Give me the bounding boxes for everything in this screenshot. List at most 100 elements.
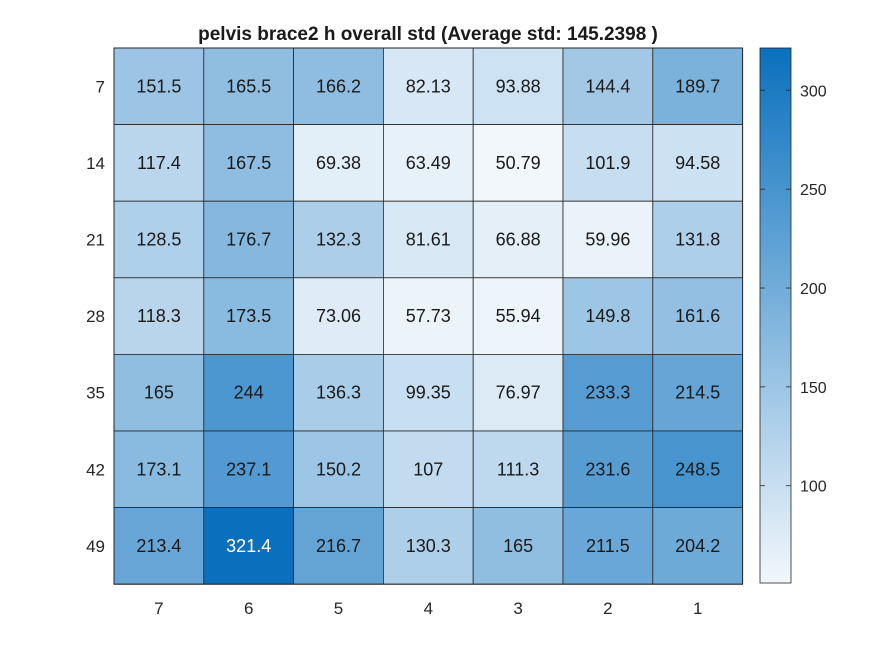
cell-value-label: 321.4	[226, 536, 271, 556]
x-tick-label: 4	[424, 599, 433, 618]
cell-value-label: 149.8	[585, 306, 630, 326]
cell-value-label: 204.2	[675, 536, 720, 556]
heatmap-cell	[293, 353, 384, 432]
colorbar-tick-label: 150	[800, 380, 827, 397]
cell-value-label: 81.61	[406, 230, 451, 250]
heatmap-cell	[293, 430, 384, 508]
cell-value-label: 233.3	[585, 383, 630, 403]
cell-value-label: 118.3	[137, 306, 181, 326]
heatmap-cell	[652, 277, 743, 355]
cell-value-label: 244	[234, 383, 264, 403]
cell-value-label: 73.06	[316, 306, 361, 326]
heatmap-cell	[652, 430, 743, 508]
cell-value-label: 55.94	[496, 306, 541, 326]
heatmap-cell	[113, 430, 205, 508]
cell-value-label: 150.2	[316, 459, 361, 479]
x-tick-label: 7	[154, 599, 163, 618]
cell-value-label: 165	[503, 536, 533, 556]
cell-value-label: 214.5	[675, 383, 720, 403]
cell-value-label: 69.38	[316, 153, 361, 173]
colorbar-tick-label: 300	[800, 83, 827, 100]
heatmap-cell	[113, 124, 205, 202]
cell-value-label: 136.3	[316, 383, 361, 403]
heatmap-cell	[113, 277, 205, 355]
cell-value-label: 82.13	[406, 76, 451, 96]
cell-value-label: 130.3	[406, 536, 451, 556]
heatmap-cell	[562, 277, 654, 355]
cell-value-label: 101.9	[585, 153, 630, 173]
x-tick-label: 1	[693, 599, 702, 618]
cell-value-label: 66.88	[496, 230, 541, 250]
heatmap-cell	[203, 200, 295, 279]
cell-value-label: 111.3	[497, 459, 539, 479]
cell-value-label: 237.1	[226, 459, 271, 479]
y-tick-label: 35	[86, 384, 105, 403]
cell-value-label: 57.73	[406, 306, 451, 326]
cell-value-label: 59.96	[585, 230, 630, 250]
heatmap-cell	[652, 507, 743, 585]
heatmap-cell	[472, 200, 564, 279]
cell-value-label: 128.5	[136, 230, 181, 250]
x-tick-label: 5	[334, 599, 343, 618]
y-tick-label: 21	[86, 231, 105, 250]
cell-value-label: 173.5	[226, 306, 271, 326]
colorbar-tick-label: 100	[800, 479, 827, 496]
colorbar: 100 150 200 250 300	[759, 47, 827, 584]
cell-value-label: 107	[413, 459, 443, 479]
cell-value-label: 165	[144, 383, 174, 403]
cell-value-label: 151.5	[136, 76, 181, 96]
heatmap-cell	[382, 277, 474, 355]
plot-border	[113, 47, 744, 585]
cell-value-label: 173.1	[136, 459, 181, 479]
colorbar-tick-label: 200	[800, 281, 827, 298]
cell-value-label: 132.3	[316, 230, 361, 250]
heatmap-cell	[382, 200, 474, 279]
heatmap-cell	[562, 507, 654, 585]
cell-value-label: 213.4	[136, 536, 181, 556]
heatmap-cell	[293, 507, 384, 585]
heatmap-cell	[113, 47, 205, 125]
cell-value-label: 63.49	[406, 153, 451, 173]
cell-value-label: 93.88	[496, 76, 541, 96]
y-axis-ticks: 7 14 21 28 35 42 49	[86, 77, 105, 556]
heatmap-cell	[113, 200, 205, 279]
x-axis-ticks: 7 6 5 4 3 2 1	[154, 599, 702, 618]
cell-value-label: 248.5	[675, 459, 720, 479]
cell-value-label: 131.8	[675, 230, 720, 250]
heatmap-cell	[562, 47, 654, 125]
cell-value-label: 166.2	[316, 76, 361, 96]
x-tick-label: 3	[513, 599, 522, 618]
heatmap-cell	[203, 430, 295, 508]
cell-value-label: 189.7	[675, 76, 720, 96]
heatmap-cell	[203, 277, 295, 355]
heatmap-cell	[203, 47, 295, 125]
cell-value-label: 211.5	[586, 536, 630, 556]
y-tick-label: 7	[96, 77, 105, 96]
colorbar-tick-label: 250	[800, 182, 827, 199]
heatmap-cell	[293, 200, 384, 279]
x-tick-label: 6	[244, 599, 253, 618]
heatmap-cell	[382, 430, 474, 508]
x-tick-label: 2	[603, 599, 612, 618]
heatmap-cell	[382, 47, 474, 125]
cell-value-label: 99.35	[406, 383, 451, 403]
heatmap-cell	[652, 124, 743, 202]
cell-value-label: 216.7	[316, 536, 361, 556]
heatmap-cell	[652, 353, 743, 432]
heatmap-cell	[293, 124, 384, 202]
cell-value-label: 50.79	[496, 153, 541, 173]
chart-title: pelvis brace2 h overall std (Average std…	[198, 24, 658, 45]
heatmap-cell	[472, 507, 564, 585]
heatmap-cell	[652, 200, 743, 279]
heatmap-cell	[472, 430, 564, 508]
cell-value-label: 144.4	[585, 76, 630, 96]
y-tick-label: 28	[86, 307, 105, 326]
heatmap-cell	[472, 124, 564, 202]
cell-value-label: 167.5	[226, 153, 271, 173]
heatmap-cell	[382, 507, 474, 585]
heatmap-cell	[562, 124, 654, 202]
cell-value-label: 94.58	[675, 153, 720, 173]
y-tick-label: 42	[86, 460, 105, 479]
cell-value-label: 165.5	[226, 76, 271, 96]
